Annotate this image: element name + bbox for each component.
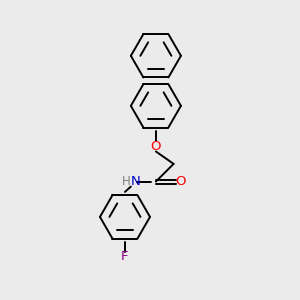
Text: O: O xyxy=(176,175,186,188)
Text: H: H xyxy=(122,175,131,188)
Text: N: N xyxy=(131,175,141,188)
Text: F: F xyxy=(121,250,129,263)
Text: O: O xyxy=(151,140,161,153)
